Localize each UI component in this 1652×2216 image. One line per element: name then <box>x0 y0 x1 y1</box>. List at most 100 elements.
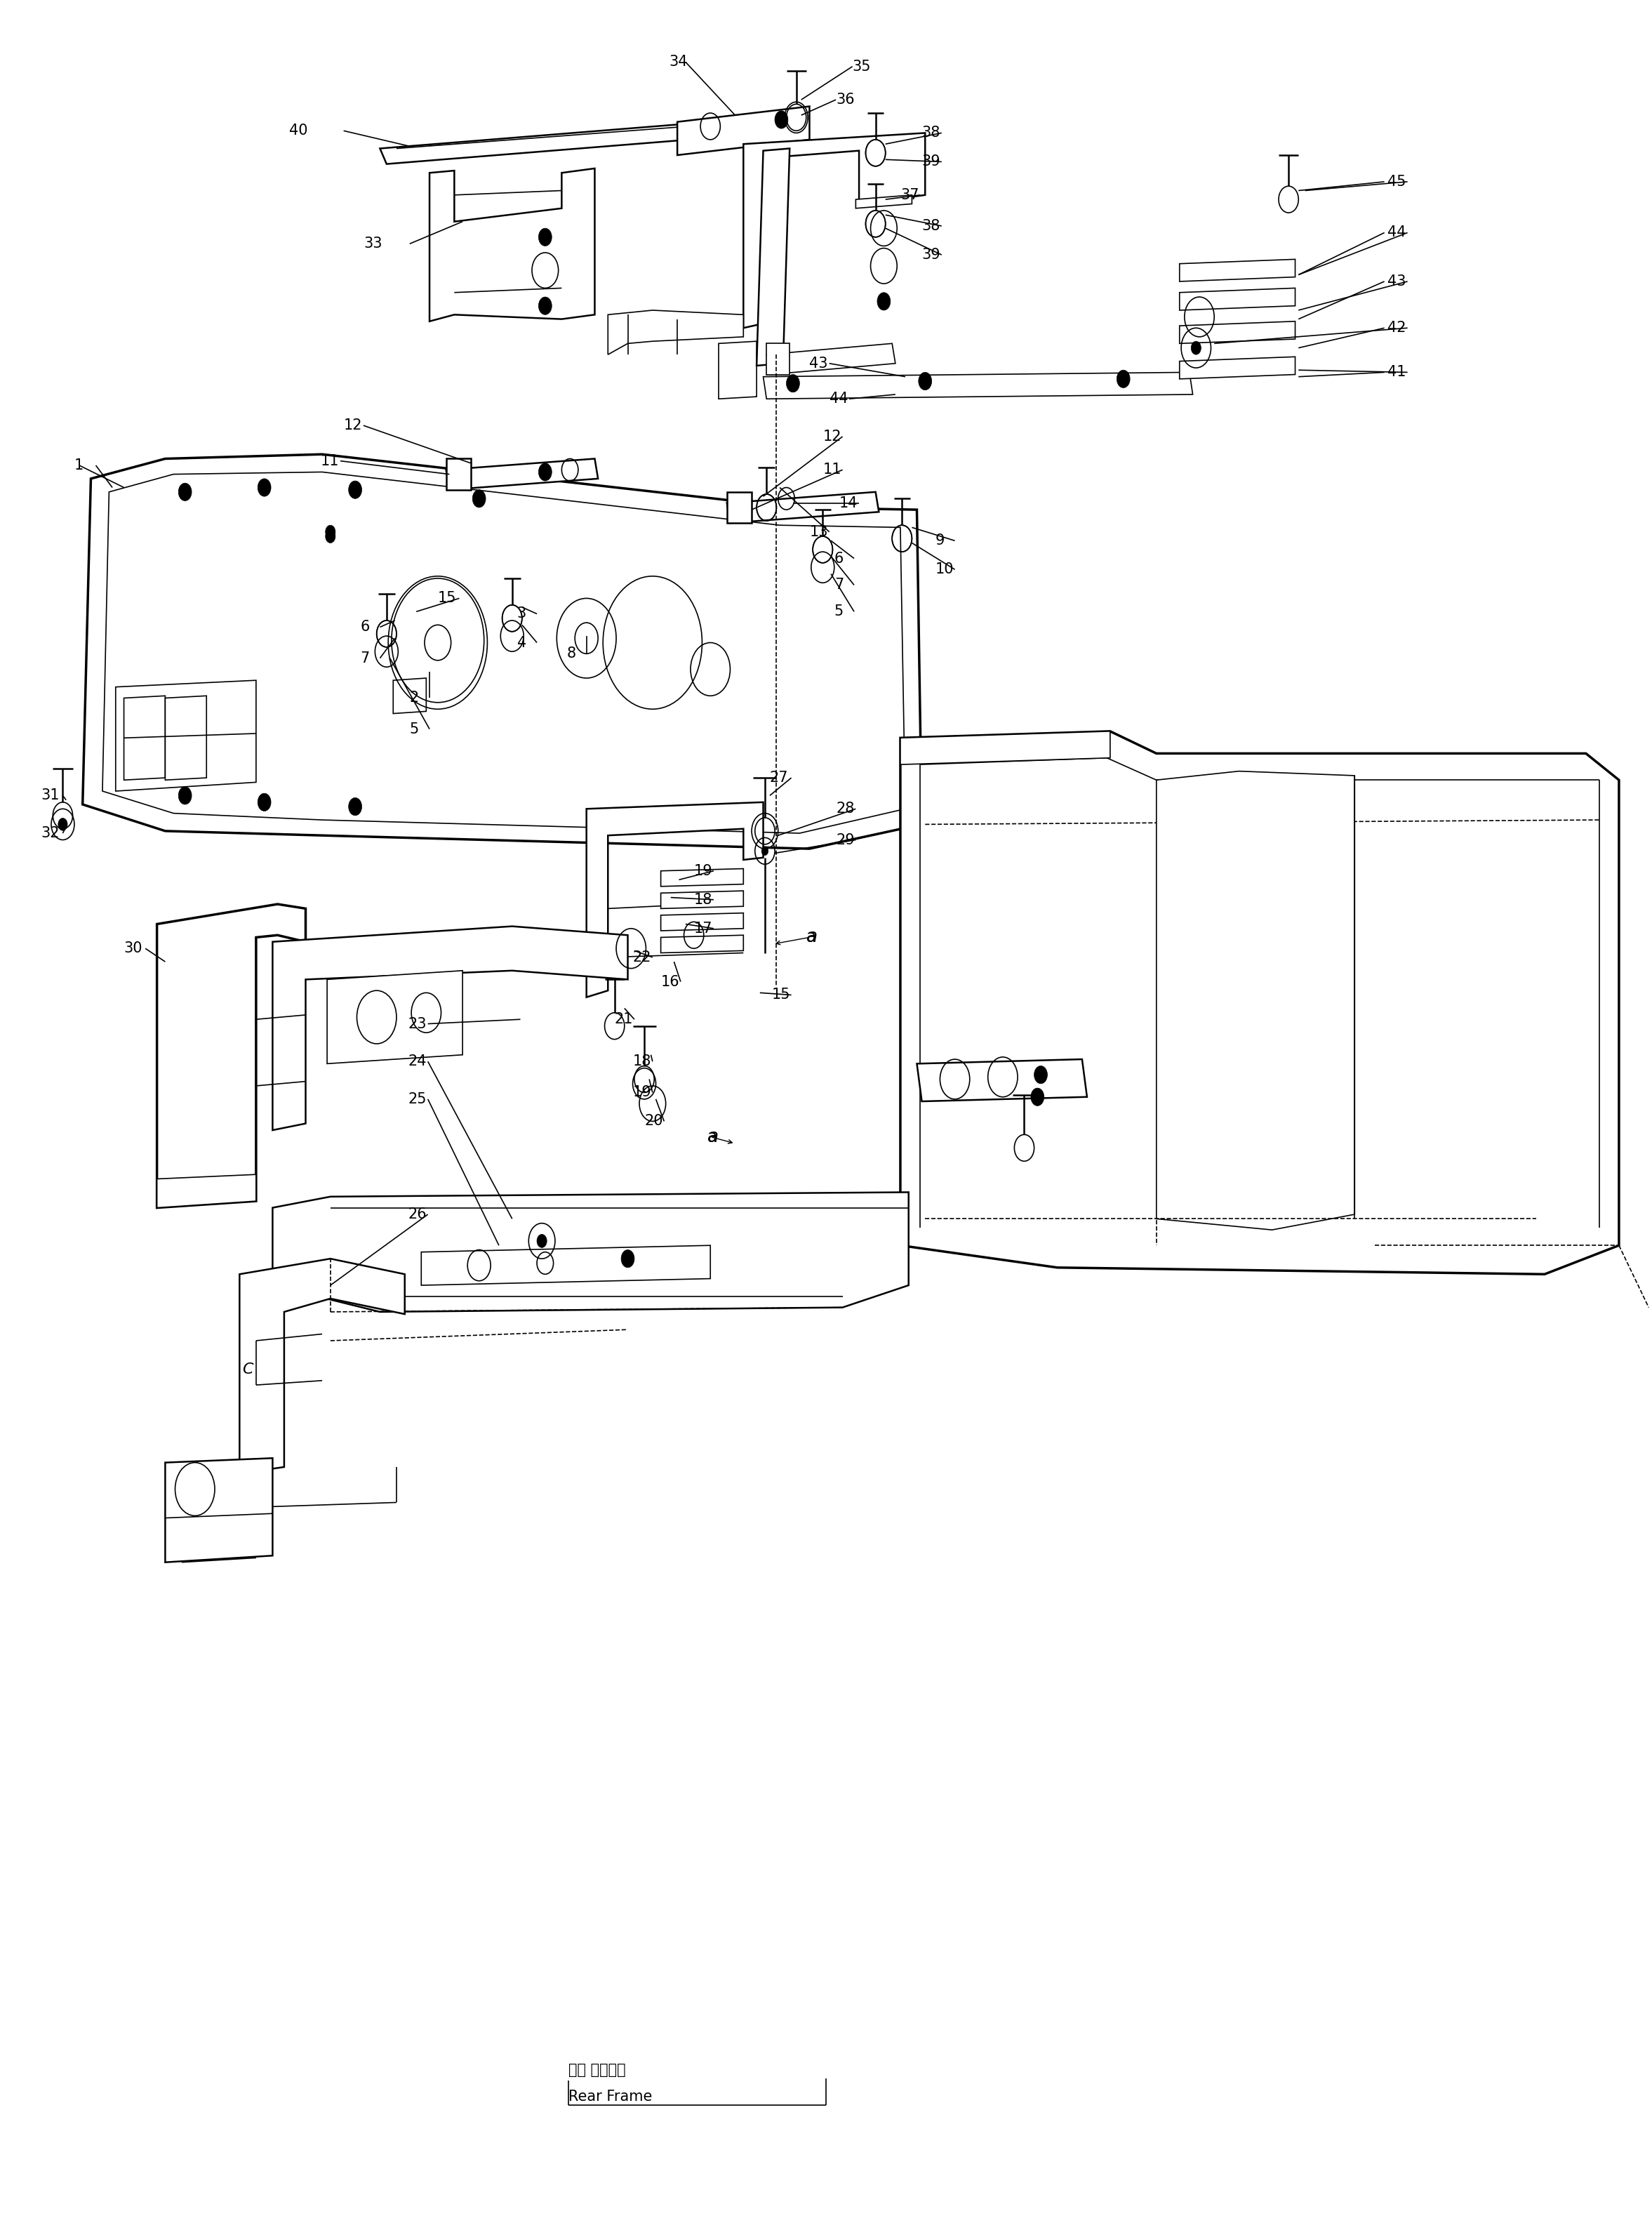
Text: 22: 22 <box>633 951 651 964</box>
Polygon shape <box>608 310 743 355</box>
Polygon shape <box>661 913 743 931</box>
Text: 27: 27 <box>770 771 788 784</box>
Circle shape <box>178 787 192 804</box>
Text: 44: 44 <box>829 392 847 406</box>
Text: 43: 43 <box>1388 275 1406 288</box>
Circle shape <box>1034 1066 1047 1084</box>
Text: 19: 19 <box>694 864 712 878</box>
Text: 12: 12 <box>823 430 841 443</box>
Circle shape <box>539 297 552 315</box>
Circle shape <box>325 530 335 543</box>
Polygon shape <box>446 459 598 490</box>
Polygon shape <box>165 696 206 780</box>
Polygon shape <box>1180 288 1295 310</box>
Text: 35: 35 <box>852 60 871 73</box>
Text: 25: 25 <box>408 1092 426 1106</box>
Polygon shape <box>124 696 165 780</box>
Text: 5: 5 <box>410 722 420 736</box>
Text: 17: 17 <box>694 922 712 935</box>
Circle shape <box>775 111 788 129</box>
Polygon shape <box>767 343 790 375</box>
Circle shape <box>472 490 486 507</box>
Text: 34: 34 <box>669 55 687 69</box>
Polygon shape <box>727 492 879 523</box>
Polygon shape <box>165 1458 273 1562</box>
Text: 6: 6 <box>834 552 844 565</box>
Polygon shape <box>393 678 426 714</box>
Polygon shape <box>430 168 595 321</box>
Polygon shape <box>900 731 1110 765</box>
Circle shape <box>1117 370 1130 388</box>
Text: 9: 9 <box>935 534 945 547</box>
Polygon shape <box>273 926 628 1130</box>
Text: Rear Frame: Rear Frame <box>568 2090 653 2103</box>
Text: a: a <box>707 1128 717 1146</box>
Polygon shape <box>661 935 743 953</box>
Text: 24: 24 <box>408 1055 426 1068</box>
Polygon shape <box>157 1174 256 1208</box>
Polygon shape <box>917 1059 1087 1101</box>
Text: 23: 23 <box>408 1017 426 1030</box>
Polygon shape <box>116 680 256 791</box>
Polygon shape <box>83 454 922 849</box>
Text: 18: 18 <box>633 1055 651 1068</box>
Polygon shape <box>380 115 800 164</box>
Circle shape <box>1191 341 1201 355</box>
Text: 40: 40 <box>289 124 307 137</box>
Circle shape <box>349 481 362 499</box>
Polygon shape <box>763 372 1193 399</box>
Text: 44: 44 <box>1388 226 1406 239</box>
Polygon shape <box>757 148 790 366</box>
Text: 10: 10 <box>935 563 953 576</box>
Text: 6: 6 <box>360 620 370 634</box>
Text: 4: 4 <box>517 636 527 649</box>
Text: 36: 36 <box>836 93 854 106</box>
Circle shape <box>537 1234 547 1248</box>
Text: 5: 5 <box>834 605 844 618</box>
Text: 19: 19 <box>633 1086 651 1099</box>
Text: 26: 26 <box>408 1208 426 1221</box>
Polygon shape <box>661 891 743 909</box>
Polygon shape <box>856 195 912 208</box>
Polygon shape <box>900 731 1619 1274</box>
Text: a: a <box>806 929 818 946</box>
Polygon shape <box>661 869 743 886</box>
Text: 41: 41 <box>1388 366 1406 379</box>
Polygon shape <box>767 343 895 375</box>
Text: 38: 38 <box>922 126 940 140</box>
Text: 15: 15 <box>438 592 456 605</box>
Circle shape <box>58 818 68 831</box>
Polygon shape <box>157 904 306 1208</box>
Circle shape <box>258 479 271 496</box>
Text: a: a <box>707 1128 719 1146</box>
Circle shape <box>1031 1088 1044 1106</box>
Polygon shape <box>421 1245 710 1285</box>
Text: 11: 11 <box>320 454 339 468</box>
Text: 39: 39 <box>922 155 940 168</box>
Polygon shape <box>586 802 763 997</box>
Circle shape <box>621 1250 634 1268</box>
Polygon shape <box>1156 771 1355 1230</box>
Polygon shape <box>327 971 463 1064</box>
Circle shape <box>349 798 362 815</box>
Circle shape <box>539 463 552 481</box>
Text: 7: 7 <box>360 652 370 665</box>
Text: 7: 7 <box>834 578 844 592</box>
Circle shape <box>786 375 800 392</box>
Polygon shape <box>727 492 752 523</box>
Circle shape <box>762 847 768 855</box>
Text: 13: 13 <box>809 525 828 538</box>
Text: 28: 28 <box>836 802 854 815</box>
Circle shape <box>325 525 335 538</box>
Polygon shape <box>273 1192 909 1312</box>
Text: リヤ フレーム: リヤ フレーム <box>568 2063 626 2076</box>
Polygon shape <box>446 459 471 490</box>
Text: 2: 2 <box>410 691 420 705</box>
Text: 43: 43 <box>809 357 828 370</box>
Text: 20: 20 <box>644 1115 662 1128</box>
Circle shape <box>877 293 890 310</box>
Text: 30: 30 <box>124 942 142 955</box>
Text: 3: 3 <box>517 607 527 620</box>
Text: 16: 16 <box>661 975 679 988</box>
Polygon shape <box>677 106 809 155</box>
